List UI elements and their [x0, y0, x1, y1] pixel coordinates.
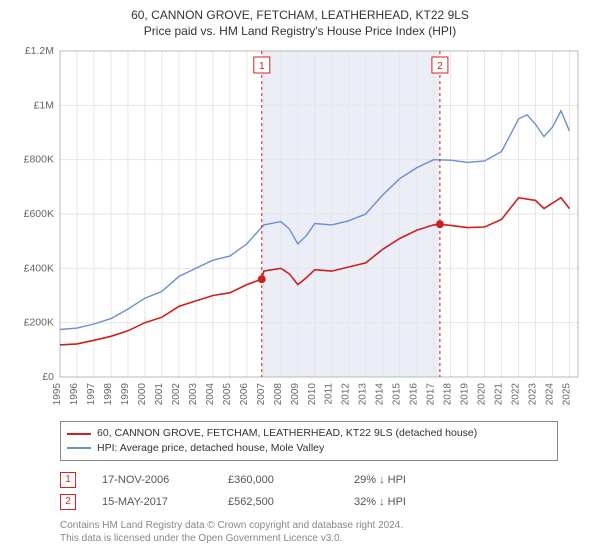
svg-text:£800K: £800K	[24, 154, 54, 166]
svg-text:£200K: £200K	[24, 317, 54, 329]
legend-label-property: 60, CANNON GROVE, FETCHAM, LEATHERHEAD, …	[97, 426, 477, 441]
marker-row-2: 2 15-MAY-2017 £562,500 32% ↓ HPI	[60, 491, 558, 513]
svg-text:2022: 2022	[511, 383, 522, 406]
chart-area: £0 £200K £400K £600K £800K £1M £1.2M 1995 1996 19…	[12, 45, 588, 415]
svg-text:1: 1	[259, 61, 265, 72]
svg-text:2003: 2003	[188, 383, 199, 406]
svg-text:2014: 2014	[375, 383, 386, 406]
svg-text:2008: 2008	[273, 383, 284, 406]
line-chart: £0 £200K £400K £600K £800K £1M £1.2M 1995 1996 19…	[12, 45, 588, 415]
svg-text:2010: 2010	[307, 383, 318, 406]
svg-text:1999: 1999	[120, 383, 131, 406]
legend-swatch-hpi	[67, 447, 91, 449]
marker-delta-2: 32% ↓ HPI	[354, 496, 454, 508]
svg-text:2023: 2023	[528, 383, 539, 406]
svg-text:£400K: £400K	[24, 263, 54, 275]
svg-text:1995: 1995	[52, 383, 63, 406]
chart-subtitle: Price paid vs. HM Land Registry's House …	[12, 24, 588, 40]
svg-text:2006: 2006	[239, 383, 250, 406]
legend-box: 60, CANNON GROVE, FETCHAM, LEATHERHEAD, …	[60, 421, 558, 460]
chart-title: 60, CANNON GROVE, FETCHAM, LEATHERHEAD, …	[12, 8, 588, 24]
svg-text:2002: 2002	[171, 383, 182, 406]
svg-text:2012: 2012	[341, 383, 352, 406]
marker-delta-1: 29% ↓ HPI	[354, 474, 454, 486]
svg-text:2009: 2009	[290, 383, 301, 406]
svg-text:2015: 2015	[392, 383, 403, 406]
svg-text:2019: 2019	[460, 383, 471, 406]
footer-line-1: Contains HM Land Registry data © Crown c…	[60, 519, 558, 532]
chart-container: 60, CANNON GROVE, FETCHAM, LEATHERHEAD, …	[0, 0, 600, 560]
svg-text:2007: 2007	[256, 383, 267, 406]
marker-date-1: 17-NOV-2006	[102, 474, 202, 486]
marker-badge-1: 1	[60, 472, 76, 488]
svg-text:2013: 2013	[358, 383, 369, 406]
svg-text:£0: £0	[42, 371, 54, 383]
marker-row-1: 1 17-NOV-2006 £360,000 29% ↓ HPI	[60, 469, 558, 491]
svg-text:2016: 2016	[409, 383, 420, 406]
svg-text:2024: 2024	[545, 383, 556, 406]
legend-swatch-property	[67, 433, 91, 435]
svg-text:£1M: £1M	[34, 100, 54, 112]
svg-text:2000: 2000	[137, 383, 148, 406]
svg-text:1996: 1996	[69, 383, 80, 406]
svg-text:2001: 2001	[154, 383, 165, 406]
svg-text:£600K: £600K	[24, 208, 54, 220]
svg-text:2017: 2017	[426, 383, 437, 406]
legend-row-property: 60, CANNON GROVE, FETCHAM, LEATHERHEAD, …	[67, 426, 551, 441]
svg-text:£1.2M: £1.2M	[25, 45, 54, 57]
svg-text:2021: 2021	[494, 383, 505, 406]
svg-text:2018: 2018	[443, 383, 454, 406]
svg-text:2020: 2020	[477, 383, 488, 406]
svg-text:2: 2	[437, 61, 443, 72]
svg-text:2011: 2011	[324, 383, 335, 405]
marker-price-1: £360,000	[228, 474, 328, 486]
svg-text:1997: 1997	[86, 383, 97, 406]
marker-badge-2: 2	[60, 494, 76, 510]
legend-row-hpi: HPI: Average price, detached house, Mole…	[67, 441, 551, 456]
footer-attribution: Contains HM Land Registry data © Crown c…	[60, 519, 558, 545]
svg-text:2004: 2004	[205, 383, 216, 406]
svg-text:2025: 2025	[562, 383, 573, 406]
footer-line-2: This data is licensed under the Open Gov…	[60, 532, 558, 545]
legend-label-hpi: HPI: Average price, detached house, Mole…	[97, 441, 324, 456]
marker-table: 1 17-NOV-2006 £360,000 29% ↓ HPI 2 15-MA…	[60, 469, 558, 513]
marker-date-2: 15-MAY-2017	[102, 496, 202, 508]
svg-text:1998: 1998	[103, 383, 114, 406]
svg-text:2005: 2005	[222, 383, 233, 406]
marker-price-2: £562,500	[228, 496, 328, 508]
